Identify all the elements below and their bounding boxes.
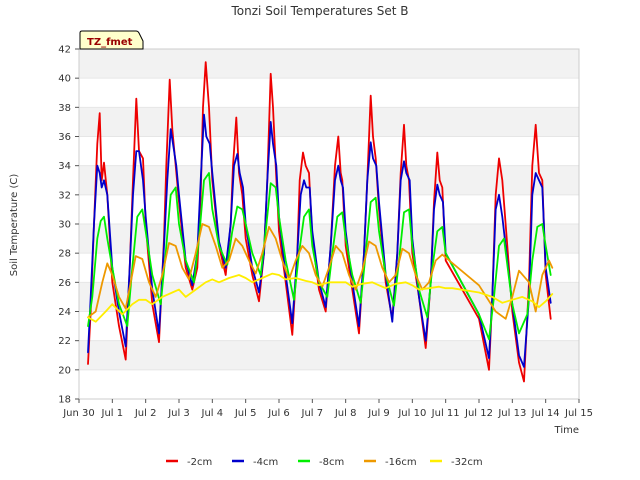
x-tick-label: Jul 11 [431,408,460,419]
x-tick-label: Jul 4 [201,408,224,419]
grid-band [79,78,579,108]
grid-band [79,165,579,195]
badge-label: TZ_fmet [87,37,133,48]
y-tick-label: 18 [58,395,71,406]
badge-shape [79,30,144,50]
grid-band [79,49,579,79]
grid-band [79,340,579,370]
series-line-4cm [87,113,552,368]
y-axis: 18 20 22 24 26 28 30 32 34 36 38 40 42 [58,45,79,406]
chart-title: Tonzi Soil Temperatures Set B [231,4,409,18]
x-tick-label: Jul 15 [564,408,593,419]
series-line-2cm [87,61,552,383]
legend-item[interactable]: -8cm [298,457,344,468]
y-tick-label: 42 [58,45,71,56]
legend-item[interactable]: -32cm [430,457,483,468]
legend-item[interactable]: -16cm [364,457,417,468]
site-badge: TZ_fmet [79,30,144,50]
legend-label: -2cm [187,457,212,468]
y-tick-label: 28 [58,249,71,260]
legend-item[interactable]: -4cm [232,457,278,468]
y-axis-title: Soil Temperature (C) [9,174,20,277]
y-tick-label: 32 [58,190,71,201]
y-tick-label: 20 [58,365,71,376]
y-tick-label: 36 [58,132,71,143]
grid-band [79,311,579,341]
y-tick-label: 40 [58,74,71,85]
legend-label: -32cm [451,457,483,468]
x-tick-label: Jul 7 [301,408,324,419]
grid-band [79,369,579,399]
grid-band [79,107,579,137]
x-tick-label: Jul 1 [101,408,124,419]
grid-band [79,136,579,166]
x-tick-label: Jul 5 [234,408,257,419]
series-line-8cm [87,172,552,341]
y-tick-label: 26 [58,278,71,289]
legend-item[interactable]: -2cm [166,457,212,468]
y-tick-label: 24 [58,307,71,318]
series-line-16cm [87,223,554,320]
y-tick-label: 30 [58,220,71,231]
legend: -2cm -4cm -8cm -16cm -32cm [166,457,483,468]
x-tick-label: Jul 8 [334,408,357,419]
x-tick-label: Jul 14 [531,408,560,419]
y-tick-label: 38 [58,103,71,114]
series-line-32cm [87,272,554,323]
x-tick-label: Jul 9 [367,408,390,419]
x-tick-label: Jul 10 [397,408,426,419]
x-tick-label: Jul 6 [267,408,290,419]
x-axis: Jun 30 Jul 1 Jul 2 Jul 3 Jul 4 Jul 5 Jul 6 Jul … [62,399,593,419]
y-tick-label: 34 [58,161,71,172]
legend-label: -4cm [253,457,278,468]
legend-label: -8cm [319,457,344,468]
legend-label: -16cm [385,457,417,468]
x-axis-title: Time [554,425,579,436]
x-tick-label: Jul 3 [167,408,190,419]
series-layer [87,61,554,383]
x-tick-label: Jul 13 [497,408,526,419]
x-tick-label: Jun 30 [62,408,95,419]
y-tick-label: 22 [58,336,71,347]
x-tick-label: Jul 2 [134,408,157,419]
x-tick-label: Jul 12 [464,408,493,419]
